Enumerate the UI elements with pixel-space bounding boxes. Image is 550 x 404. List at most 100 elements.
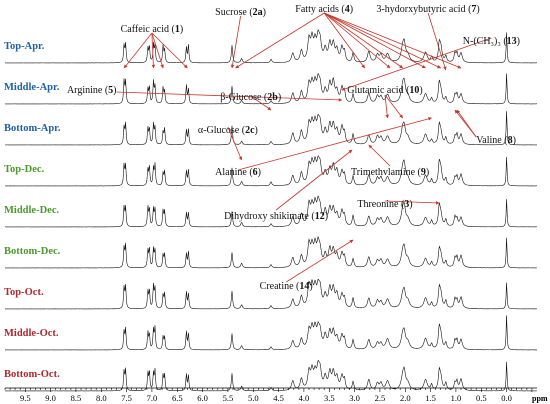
spectrum-trace: [4, 278, 538, 310]
annotation-arrow: [151, 32, 188, 69]
annotation-arrow: [151, 32, 164, 69]
annotation-tail: ): [255, 125, 258, 136]
sample-label: Middle-Apr.: [4, 82, 60, 93]
annotation-arrow: [235, 12, 325, 69]
annotation-text: N-(CH₃)₃ (: [463, 36, 508, 47]
sample-label: Middle-Oct.: [4, 328, 59, 339]
annotation-arrow: [237, 117, 432, 171]
annotation-arrow: [456, 109, 477, 138]
annotation-arrow: [250, 95, 272, 111]
x-tick-label: 9.0: [45, 393, 56, 403]
annotations-layer: Caffeic acid (1)Sucrose (2a) Fatty acids …: [67, 4, 520, 292]
x-tick-label: 3.0: [349, 393, 360, 403]
annotation-number: 6: [253, 167, 258, 178]
annotation-text: Dihydroxy shikimate (: [224, 211, 315, 222]
annotation-number: 1: [175, 24, 180, 35]
annotation-tail: ): [113, 85, 116, 96]
annotation-tail: ): [263, 7, 266, 18]
annotation-number: 12: [315, 211, 325, 222]
sample-label: Top-Oct.: [4, 287, 44, 298]
spectra-layer: [4, 29, 538, 392]
annotation-arrow: [384, 94, 404, 119]
sample-label: Bottom-Dec.: [4, 246, 61, 257]
x-tick-label: 6.0: [197, 393, 208, 403]
annotation-number: 13: [507, 36, 517, 47]
annotation-arrow: [230, 15, 241, 69]
x-tick-label: 4.5: [273, 393, 284, 403]
annotation-tail: ): [513, 135, 516, 146]
x-tick-label: 1.5: [425, 393, 436, 403]
x-tick-label: 9.5: [20, 393, 31, 403]
spectrum-trace: [4, 236, 537, 269]
annotation-arrow: [427, 12, 447, 71]
annotation-text: Caffeic acid (: [121, 24, 176, 35]
x-tick-label: 5.5: [223, 393, 234, 403]
annotation-tail: ): [258, 167, 261, 178]
annotation-number: 3: [404, 199, 409, 210]
annotation-arrow: [275, 149, 353, 211]
annotation-label: α-Glucose (2c): [198, 125, 258, 136]
annotation-arrow: [323, 12, 366, 69]
annotation-tail: ): [517, 36, 520, 47]
annotation-label: Alanine (6): [215, 167, 261, 178]
annotation-text: Fatty acids (: [295, 4, 345, 15]
annotation-tail: ): [325, 211, 328, 222]
x-tick-label: 2.0: [400, 393, 411, 403]
sample-label: Bottom-Oct.: [4, 369, 60, 380]
annotation-text: Threonine (: [357, 199, 405, 210]
annotation-label: β-Glucose (2b): [220, 92, 281, 103]
annotation-number: 5: [108, 85, 113, 96]
annotation-arrow: [368, 144, 391, 167]
annotation-text: Arginine (: [67, 85, 109, 96]
annotation-tail: ): [309, 281, 312, 292]
annotation-arrow: [324, 12, 462, 69]
annotation-label: Caffeic acid (1): [121, 24, 184, 35]
annotation-tail: ): [419, 85, 422, 96]
x-tick-label: 3.5: [324, 393, 335, 403]
annotation-arrow: [341, 37, 492, 91]
x-axis: 9.5 9.0 8.5 8.0 7.5 7.0 6.5 6.0 5.5 5.0 4.5 4.0 3.5 3…: [4, 387, 548, 403]
annotation-label: Valine (8): [476, 135, 516, 146]
spectrum-trace: [4, 111, 538, 146]
annotation-arrow: [323, 12, 403, 69]
annotation-text: Creatine (: [260, 281, 300, 292]
sample-label: Middle-Dec.: [4, 205, 59, 216]
annotation-label: Fatty acids (4): [295, 4, 353, 15]
annotation-number: 4: [345, 4, 350, 15]
annotation-label: Creatine (14): [260, 281, 313, 292]
annotation-arrow: [324, 12, 426, 69]
sample-label: Top-Apr.: [4, 41, 45, 52]
annotation-arrow: [227, 126, 243, 161]
annotation-arrow: [384, 94, 389, 119]
x-tick-label: 7.0: [147, 393, 158, 403]
annotation-arrow: [123, 32, 153, 69]
annotation-arrow: [151, 32, 156, 69]
annotation-number: 2a: [253, 7, 263, 18]
spectrum-trace: [4, 29, 538, 64]
annotation-text: Sucrose (: [215, 7, 253, 18]
x-tick-label: 6.5: [172, 393, 183, 403]
spectrum-trace: [4, 73, 538, 105]
annotation-number: 7: [471, 4, 476, 15]
spectrum-trace: [4, 359, 537, 392]
annotation-arrow: [324, 12, 442, 69]
annotation-tail: ): [350, 4, 353, 15]
annotation-text: Valine (: [476, 135, 508, 146]
annotation-tail: ): [409, 199, 412, 210]
x-axis-label: ppm: [532, 394, 548, 403]
annotation-number: 10: [409, 85, 419, 96]
annotation-text: Trimethvlamine (: [351, 167, 422, 178]
annotation-label: Glutamic acid (10): [347, 85, 423, 96]
annotation-number: 8: [508, 135, 513, 146]
annotation-label: Sucrose (2a): [215, 7, 266, 18]
annotation-tail: ): [426, 167, 429, 178]
spectrum-trace: [4, 155, 537, 187]
spectrum-trace: [4, 195, 538, 228]
x-tick-label: 8.0: [96, 393, 107, 403]
annotation-text: Alanine (: [215, 167, 253, 178]
annotation-label: 3-hydorxybutyric acid (7): [376, 4, 479, 15]
spectrum-trace: [4, 315, 538, 351]
annotation-label: Dihydroxy shikimate (12): [224, 211, 328, 222]
x-tick-label: 4.0: [299, 393, 310, 403]
annotation-number: 9: [421, 167, 426, 178]
